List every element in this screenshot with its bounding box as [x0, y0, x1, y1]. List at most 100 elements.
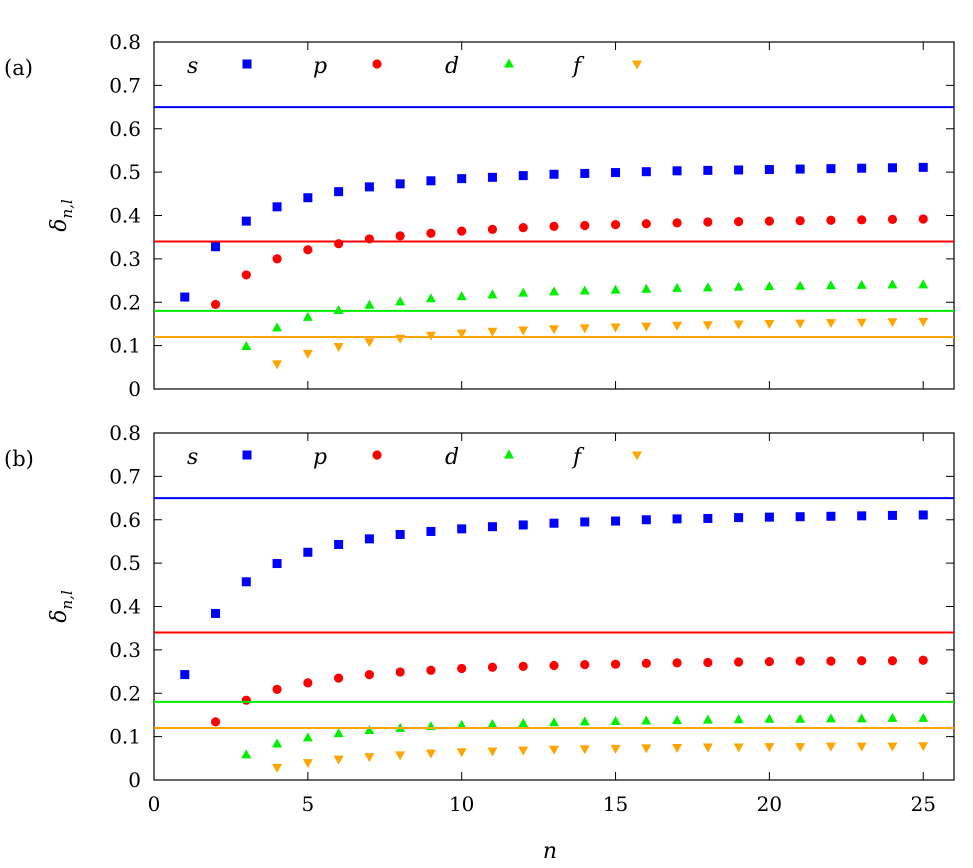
data-point-p — [395, 667, 405, 677]
data-point-s — [211, 608, 221, 618]
legend-marker-s — [242, 450, 252, 460]
data-point-d — [272, 738, 283, 748]
legend-marker-p — [372, 450, 382, 460]
data-point-f — [610, 323, 621, 333]
data-point-f — [733, 320, 744, 330]
data-point-f — [272, 360, 283, 370]
data-point-p — [334, 239, 344, 249]
data-point-s — [364, 182, 374, 192]
data-point-f — [456, 748, 467, 758]
data-point-d — [579, 716, 590, 726]
data-point-p — [364, 234, 374, 244]
data-point-d — [641, 715, 652, 725]
x-tick-label: 5 — [301, 792, 314, 816]
data-point-s — [518, 520, 528, 530]
data-point-f — [918, 742, 929, 752]
data-point-p — [334, 673, 344, 683]
y-tick-label: 0.8 — [109, 421, 141, 445]
series-s — [154, 497, 954, 680]
data-point-f — [702, 743, 713, 753]
data-point-d — [764, 713, 775, 723]
data-point-s — [211, 242, 221, 252]
data-point-d — [733, 714, 744, 724]
data-point-s — [426, 176, 436, 186]
data-point-s — [826, 511, 836, 521]
data-point-p — [918, 214, 928, 224]
data-point-f — [764, 743, 775, 753]
data-point-f — [887, 742, 898, 752]
data-point-d — [641, 283, 652, 293]
data-point-s — [611, 516, 621, 526]
data-point-s — [549, 518, 559, 528]
y-tick-label: 0 — [128, 377, 141, 401]
data-point-d — [856, 279, 867, 289]
data-point-f — [518, 746, 529, 756]
x-tick-label: 10 — [449, 792, 474, 816]
data-point-f — [641, 744, 652, 754]
data-point-p — [610, 220, 621, 230]
data-point-p — [672, 658, 682, 668]
data-point-p — [918, 655, 928, 665]
legend-marker-p — [372, 59, 382, 69]
x-axis-title: n — [543, 839, 557, 864]
data-point-d — [549, 717, 559, 727]
data-point-p — [549, 660, 559, 671]
data-point-s — [857, 163, 867, 173]
data-point-d — [549, 286, 559, 296]
y-tick-label: 0 — [128, 768, 141, 792]
data-point-d — [518, 287, 529, 297]
data-point-s — [672, 166, 682, 176]
data-point-f — [918, 317, 929, 327]
x-tick-label: 20 — [757, 792, 782, 816]
data-point-d — [395, 296, 406, 306]
data-point-s — [303, 193, 313, 203]
data-point-d — [764, 281, 775, 291]
data-point-s — [672, 514, 682, 524]
data-point-p — [241, 270, 251, 280]
data-point-s — [549, 169, 559, 179]
legend-label-p: p — [313, 54, 327, 79]
data-point-d — [364, 725, 375, 735]
y-axis-title-base: δ — [47, 218, 72, 231]
y-tick-label: 0.3 — [109, 247, 141, 271]
data-point-d — [672, 715, 683, 725]
data-point-p — [795, 656, 805, 666]
data-point-s — [457, 174, 467, 184]
x-tick-label: 15 — [603, 792, 628, 816]
y-tick-label: 0.3 — [109, 638, 141, 662]
y-tick-label: 0.6 — [109, 508, 141, 532]
legend-label-f: f — [571, 445, 585, 470]
data-point-d — [610, 715, 621, 725]
data-point-d — [241, 340, 252, 350]
data-point-f — [795, 319, 806, 329]
data-point-f — [795, 743, 806, 753]
data-point-f — [425, 749, 436, 759]
data-point-f — [302, 759, 313, 769]
data-point-s — [611, 168, 621, 178]
data-point-d — [856, 713, 867, 723]
data-point-f — [487, 747, 498, 757]
data-point-f — [364, 338, 375, 348]
data-point-s — [887, 510, 897, 520]
data-point-p — [795, 216, 805, 226]
y-tick-label: 0.7 — [109, 464, 141, 488]
data-point-d — [241, 749, 252, 759]
data-point-d — [795, 280, 806, 290]
data-point-f — [856, 318, 867, 328]
data-point-d — [579, 285, 590, 295]
data-point-p — [395, 231, 405, 241]
data-point-d — [425, 293, 436, 303]
data-point-p — [703, 657, 713, 668]
data-point-d — [487, 718, 498, 728]
data-point-p — [826, 656, 836, 666]
y-tick-label: 0.2 — [109, 681, 141, 705]
legend-label-d: d — [445, 445, 459, 470]
legend-label-s: s — [187, 445, 198, 470]
y-axis-title-subscript: n,l — [58, 590, 76, 609]
data-point-f — [825, 319, 836, 329]
data-point-d — [702, 282, 713, 292]
data-point-f — [702, 321, 713, 331]
data-point-s — [826, 164, 836, 174]
data-point-s — [241, 577, 251, 587]
data-point-f — [764, 320, 775, 330]
